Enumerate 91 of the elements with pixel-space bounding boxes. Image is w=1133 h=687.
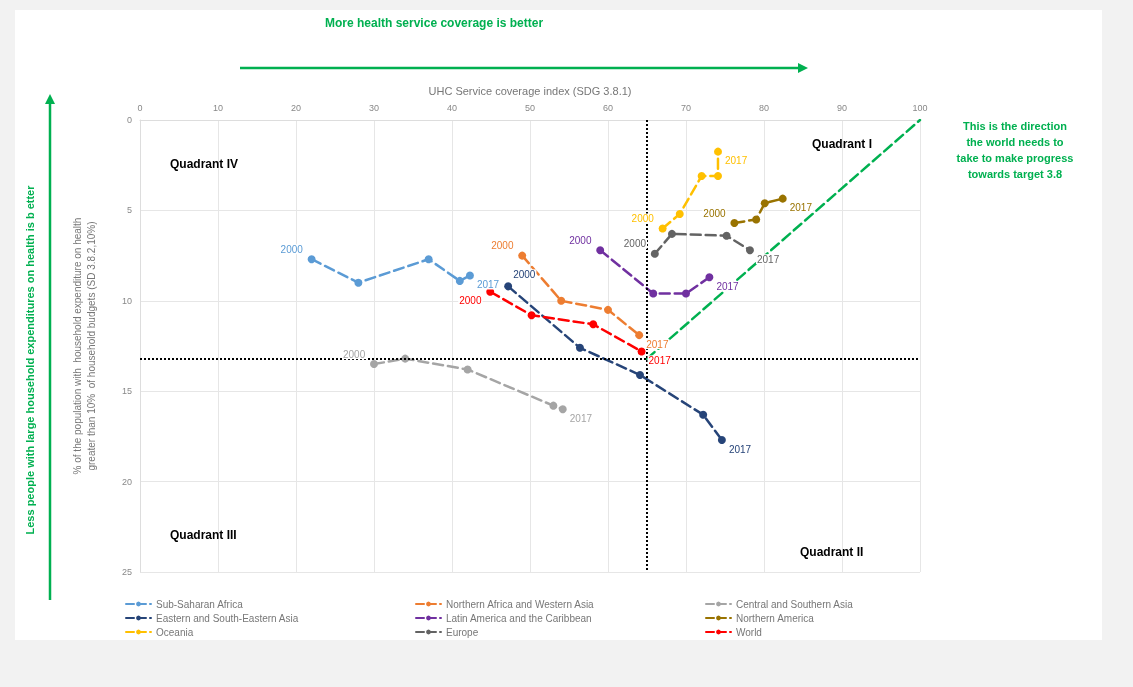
point — [604, 305, 612, 314]
annotation: Quadrant III — [170, 528, 237, 542]
y-tick-label: 10 — [121, 295, 132, 306]
y-tick-label: 0 — [126, 115, 132, 125]
point — [760, 199, 769, 208]
point — [637, 347, 646, 356]
point — [717, 436, 726, 445]
legend-label: Latin America and the Caribbean — [446, 612, 592, 624]
annotation: 2000 — [569, 234, 592, 246]
point — [575, 343, 584, 352]
y-axis-title: % of the population with household expenditure on health greater than 10% of household budgets (SD 3.8.2,10%) — [71, 217, 97, 475]
y-tick-label: 5 — [126, 205, 132, 216]
y-tick-label: 25 — [121, 567, 132, 577]
x-tick-label: 60 — [602, 102, 614, 113]
annotation: 2000 — [343, 348, 366, 360]
legend-label: Oceania — [156, 626, 194, 638]
point — [722, 231, 731, 240]
y-tick-label: 15 — [121, 386, 132, 397]
annotation: 2017 — [728, 443, 752, 455]
point — [465, 271, 474, 280]
point — [424, 255, 433, 264]
annotation: 2000 — [703, 207, 727, 219]
point — [635, 331, 644, 340]
text: Less people with large household expenditures on health is b etter — [24, 184, 36, 535]
point — [745, 246, 754, 255]
point — [307, 255, 316, 264]
annotation: 2017 — [648, 354, 672, 366]
x-tick-label: 70 — [680, 102, 692, 113]
annotation: 2017 — [569, 412, 593, 424]
x-tick-label: 80 — [758, 102, 770, 113]
x-tick-label: 90 — [836, 102, 848, 113]
point — [713, 147, 722, 156]
annotation: 2000 — [459, 295, 482, 307]
x-tick-label: 20 — [290, 102, 302, 113]
x-tick-label: 0 — [137, 102, 143, 113]
x-axis-title: UHC Service coverage index (SDG 3.8.1) — [428, 84, 632, 97]
x-tick-label: 10 — [212, 102, 224, 113]
annotation: Quadrant I — [812, 137, 873, 151]
point — [675, 210, 684, 219]
point — [504, 282, 513, 291]
point — [658, 224, 667, 233]
legend-label: Northern Africa and Western Asia — [446, 598, 595, 610]
annotation: 2000 — [513, 268, 536, 280]
legend-label: Central and Southern Asia — [736, 598, 854, 610]
point — [697, 172, 706, 181]
x-tick-label: 30 — [368, 102, 380, 113]
point — [558, 405, 567, 414]
point — [635, 370, 644, 379]
point — [557, 296, 566, 305]
annotation: 2017 — [724, 155, 748, 167]
point — [752, 215, 761, 224]
point — [527, 311, 536, 320]
y-tick-label: 20 — [121, 476, 132, 487]
point — [455, 276, 464, 285]
point — [650, 249, 659, 258]
point — [682, 289, 690, 298]
annotation: 2017 — [756, 253, 780, 265]
annotation: Quadrant IV — [170, 157, 239, 171]
annotation: 2017 — [789, 202, 813, 214]
point — [699, 410, 708, 419]
point — [596, 246, 605, 255]
legend-label: Europe — [446, 626, 479, 638]
legend-label: Sub-Saharan Africa — [156, 598, 244, 610]
point — [370, 360, 378, 369]
point — [354, 278, 363, 287]
point — [667, 229, 676, 238]
x-tick-label: 50 — [524, 102, 536, 113]
annotation: 2017 — [476, 278, 500, 290]
legend-label: World — [736, 626, 762, 638]
legend-label: Northern America — [736, 612, 815, 624]
point — [730, 219, 739, 228]
point — [518, 251, 527, 260]
text: This is the direction the world needs to take to make progress towards target 3.8 — [956, 120, 1074, 180]
point — [778, 194, 787, 203]
x-tick-label: 40 — [446, 102, 458, 113]
point — [549, 401, 558, 410]
annotation: 2000 — [631, 212, 655, 224]
annotation: 2000 — [623, 238, 647, 250]
annotation: Quadrant II — [800, 545, 864, 559]
annotation: 2000 — [491, 240, 514, 252]
annotation: 2017 — [716, 280, 740, 292]
point — [705, 273, 714, 282]
legend-label: Eastern and South-Eastern Asia — [156, 612, 299, 624]
point — [463, 365, 472, 374]
annotation: 2000 — [280, 243, 304, 255]
annotation: 2017 — [646, 338, 669, 350]
point — [713, 172, 722, 181]
chart-title: More health service coverage is better — [325, 16, 544, 30]
point — [649, 289, 658, 298]
x-tick-label: 100 — [912, 102, 928, 113]
point — [589, 320, 598, 329]
